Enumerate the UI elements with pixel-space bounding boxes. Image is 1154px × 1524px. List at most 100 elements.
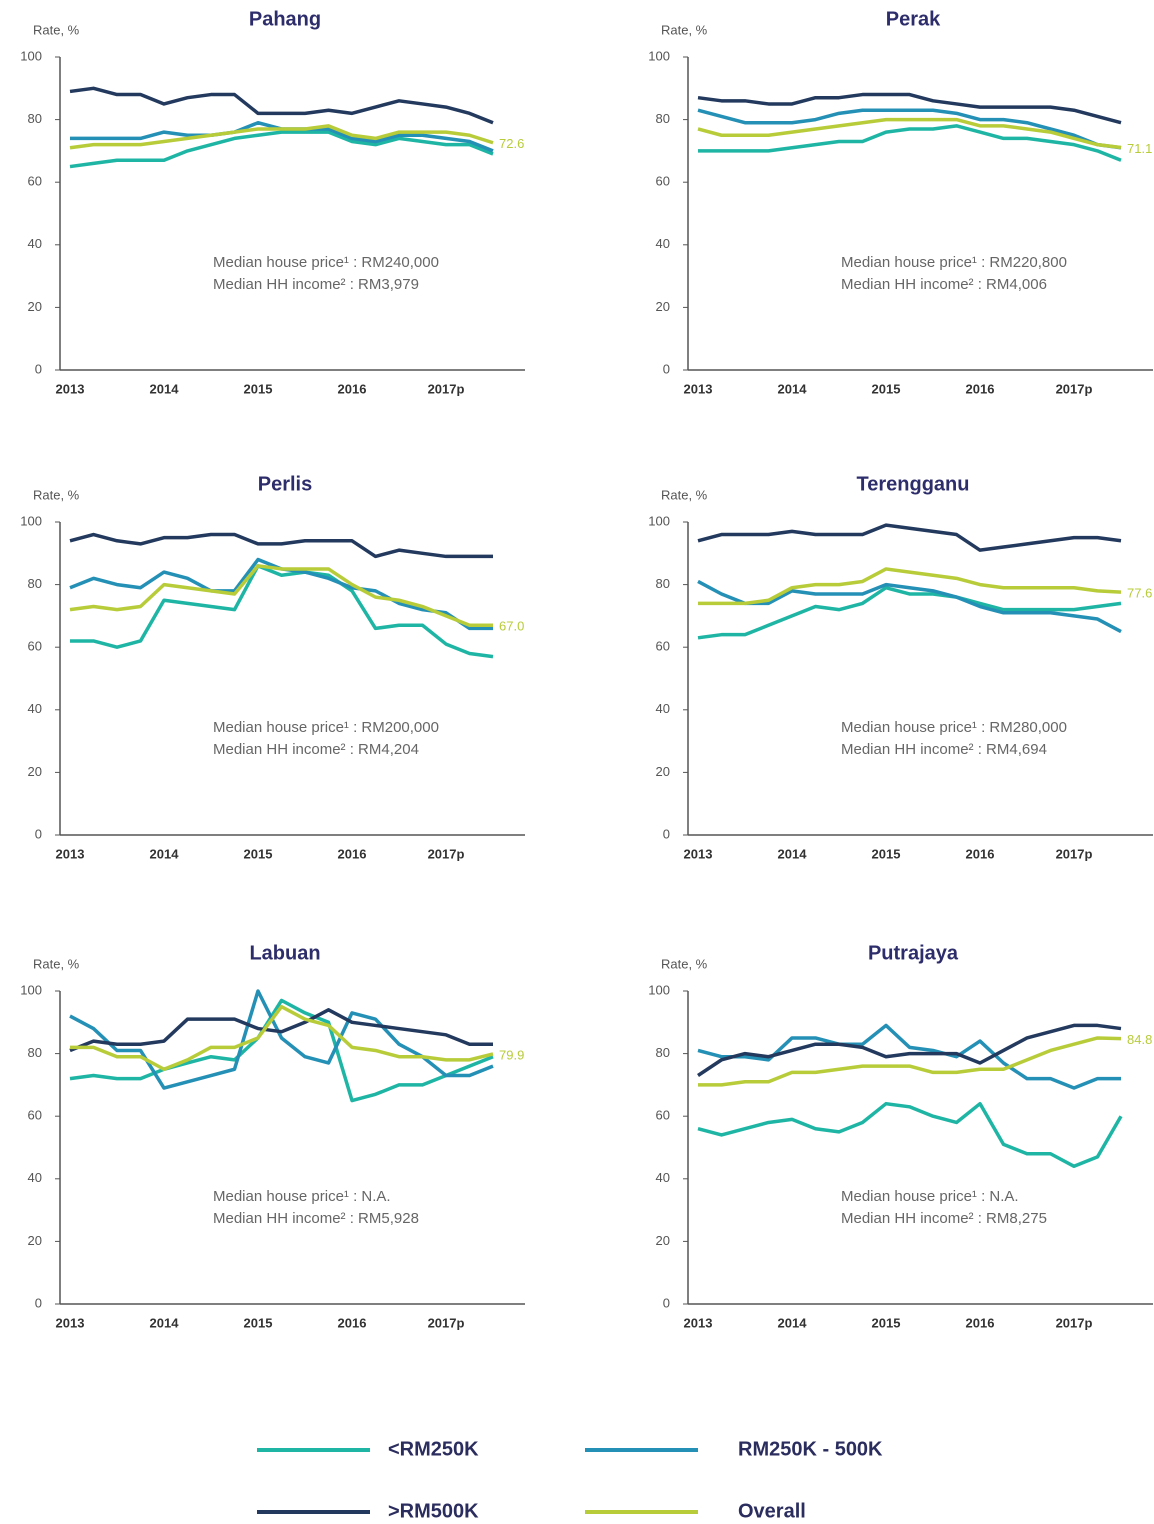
x-tick-label: 2014 xyxy=(150,381,180,396)
x-tick-label: 2014 xyxy=(150,1315,180,1330)
y-tick-label: 20 xyxy=(656,764,670,779)
y-tick-label: 80 xyxy=(656,576,670,591)
series-line xyxy=(69,130,494,169)
value-label: 84.8 xyxy=(1127,1032,1152,1047)
x-tick-label: 2015 xyxy=(244,846,273,861)
x-tick-label: 2017p xyxy=(1056,1315,1093,1330)
x-tick-label: 2016 xyxy=(966,1315,995,1330)
series-line xyxy=(697,1023,1121,1090)
x-tick-label: 2016 xyxy=(966,846,995,861)
y-tick-label: 60 xyxy=(28,1108,42,1123)
x-tick-label: 2014 xyxy=(778,1315,808,1330)
x-tick-label: 2017p xyxy=(428,381,465,396)
value-label: 79.9 xyxy=(499,1047,524,1062)
x-tick-label: 2014 xyxy=(150,846,180,861)
value-label: 77.6 xyxy=(1127,586,1152,601)
series-line xyxy=(697,585,1122,640)
annotation: Median house price¹ : N.A. xyxy=(841,1188,1019,1205)
annotation: Median house price¹ : RM220,800 xyxy=(841,254,1067,271)
y-tick-label: 80 xyxy=(656,1045,670,1060)
chart-title: Perak xyxy=(886,8,941,30)
legend-label: >RM500K xyxy=(388,1500,479,1522)
legend-label: <RM250K xyxy=(388,1438,479,1460)
series-line xyxy=(70,564,494,659)
y-tick-label: 20 xyxy=(656,1233,670,1248)
y-axis-label: Rate, % xyxy=(661,22,708,37)
y-tick-label: 80 xyxy=(28,111,42,126)
y-tick-label: 80 xyxy=(28,576,42,591)
series-line xyxy=(697,1023,1122,1077)
x-tick-label: 2013 xyxy=(56,846,85,861)
x-tick-label: 2015 xyxy=(872,381,901,396)
series-line xyxy=(698,1036,1122,1087)
y-tick-label: 0 xyxy=(35,361,42,376)
chart-title: Perlis xyxy=(258,473,312,495)
x-tick-label: 2015 xyxy=(244,381,273,396)
y-tick-label: 40 xyxy=(656,1170,670,1185)
x-tick-label: 2013 xyxy=(684,381,713,396)
legend-label: RM250K - 500K xyxy=(738,1438,883,1460)
x-tick-label: 2013 xyxy=(56,381,85,396)
y-tick-label: 100 xyxy=(648,513,670,528)
series-line xyxy=(697,523,1122,552)
y-tick-label: 60 xyxy=(28,639,42,654)
x-tick-label: 2015 xyxy=(872,1315,901,1330)
y-axis-label: Rate, % xyxy=(33,956,80,971)
annotation: Median HH income² : RM5,928 xyxy=(213,1210,419,1227)
y-tick-label: 100 xyxy=(648,982,670,997)
y-tick-label: 60 xyxy=(28,174,42,189)
x-tick-label: 2017p xyxy=(428,1315,465,1330)
y-tick-label: 100 xyxy=(648,48,670,63)
x-tick-label: 2013 xyxy=(56,1315,85,1330)
legend-label: Overall xyxy=(738,1500,806,1522)
x-tick-label: 2017p xyxy=(428,846,465,861)
y-tick-label: 0 xyxy=(663,361,670,376)
y-tick-label: 100 xyxy=(20,48,42,63)
annotation: Median HH income² : RM3,979 xyxy=(213,276,419,293)
series-line xyxy=(697,108,1122,150)
y-tick-label: 40 xyxy=(28,236,42,251)
x-tick-label: 2014 xyxy=(778,846,808,861)
annotation: Median house price¹ : RM240,000 xyxy=(213,254,439,271)
annotation: Median house price¹ : N.A. xyxy=(213,1188,391,1205)
y-axis-label: Rate, % xyxy=(661,956,708,971)
series-line xyxy=(697,92,1122,125)
x-tick-label: 2017p xyxy=(1056,846,1093,861)
annotation: Median HH income² : RM4,006 xyxy=(841,276,1047,293)
x-tick-label: 2016 xyxy=(338,1315,367,1330)
annotation: Median HH income² : RM4,694 xyxy=(841,741,1047,758)
y-tick-label: 80 xyxy=(28,1045,42,1060)
annotation: Median house price¹ : RM280,000 xyxy=(841,719,1067,736)
y-tick-label: 20 xyxy=(28,1233,42,1248)
value-label: 71.1 xyxy=(1127,141,1152,156)
series-line xyxy=(69,564,493,628)
y-tick-label: 40 xyxy=(28,1170,42,1185)
y-tick-label: 100 xyxy=(20,513,42,528)
x-tick-label: 2017p xyxy=(1056,381,1093,396)
x-tick-label: 2013 xyxy=(684,1315,713,1330)
y-axis-label: Rate, % xyxy=(33,22,80,37)
series-line xyxy=(69,998,494,1103)
series-line xyxy=(697,1101,1123,1169)
x-tick-label: 2014 xyxy=(778,381,808,396)
y-tick-label: 60 xyxy=(656,1108,670,1123)
y-axis-label: Rate, % xyxy=(33,487,80,502)
y-tick-label: 20 xyxy=(656,299,670,314)
series-line xyxy=(69,1008,493,1053)
x-tick-label: 2013 xyxy=(684,846,713,861)
series-line xyxy=(698,567,1122,606)
y-tick-label: 0 xyxy=(35,826,42,841)
x-tick-label: 2016 xyxy=(338,381,367,396)
series-line xyxy=(697,117,1122,150)
series-line xyxy=(698,124,1122,162)
y-tick-label: 100 xyxy=(20,982,42,997)
annotation: Median HH income² : RM8,275 xyxy=(841,1210,1047,1227)
chart-title: Pahang xyxy=(249,8,321,30)
annotation: Median house price¹ : RM200,000 xyxy=(213,719,439,736)
chart-title: Terengganu xyxy=(857,473,970,495)
value-label: 67.0 xyxy=(499,619,524,634)
series-line xyxy=(70,1004,494,1071)
chart-title: Labuan xyxy=(249,942,320,964)
series-line xyxy=(69,532,493,559)
